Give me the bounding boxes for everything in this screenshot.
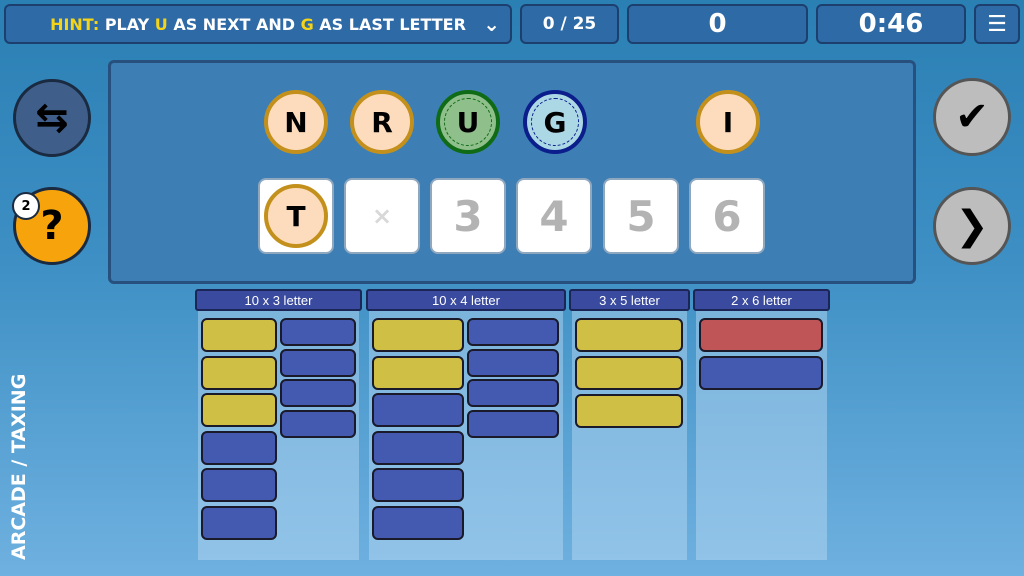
word-slot-empty [372, 430, 464, 465]
hint-letter: U [154, 14, 168, 34]
word-slot-empty [372, 505, 464, 540]
slot-label: × [371, 202, 393, 230]
timer: 0:46 [816, 4, 966, 44]
word-slot-empty [280, 348, 356, 377]
hint-label: HINT: [50, 14, 100, 34]
word-slot-found [201, 318, 277, 352]
word-slot-empty [372, 468, 464, 502]
checkmark-icon: ✔ [955, 94, 989, 140]
slot-label: 3 [453, 191, 483, 241]
menu-button[interactable]: ☰ [974, 4, 1020, 44]
letter-tile[interactable]: I [696, 90, 760, 154]
word-column [696, 311, 827, 560]
hamburger-icon: ☰ [987, 11, 1007, 37]
word-slot-empty [201, 505, 277, 540]
word-slot-found [575, 394, 683, 428]
word-group-header: 3 x 5 letter [569, 289, 690, 311]
word-slot-empty [467, 348, 559, 377]
placed-letter-tile[interactable]: T [264, 184, 328, 248]
hint-text: PLAY [104, 14, 150, 34]
swap-arrows-icon: ⇆ [35, 95, 69, 141]
answer-slot[interactable]: 5 [603, 178, 679, 254]
slot-label: 4 [539, 191, 569, 241]
word-slot-found [201, 393, 277, 427]
question-icon: ? [40, 203, 64, 249]
word-counter: 0 / 25 [520, 4, 619, 44]
word-slot-empty [699, 356, 823, 390]
word-slot-missed [699, 318, 823, 352]
word-slot-found [575, 356, 683, 390]
word-slot-empty [280, 379, 356, 407]
word-slot-empty [280, 409, 356, 438]
word-group-header: 2 x 6 letter [693, 289, 830, 311]
word-slot-empty [467, 409, 559, 438]
hint-letter: G [300, 14, 314, 34]
answer-slot[interactable]: × [344, 178, 420, 254]
letter-tile[interactable]: U [436, 90, 500, 154]
score: 0 [627, 4, 808, 44]
slot-label: 6 [712, 191, 742, 241]
letter-tile[interactable]: G [523, 90, 587, 154]
hint-button[interactable]: ? 2 [12, 187, 91, 265]
hint-count-badge: 2 [12, 192, 40, 220]
answer-slot[interactable]: 3 [430, 178, 506, 254]
answer-slot[interactable]: T [258, 178, 334, 254]
word-group-header: 10 x 4 letter [366, 289, 566, 311]
submit-button[interactable]: ✔ [933, 78, 1011, 156]
answer-slot[interactable]: 6 [689, 178, 765, 254]
word-slot-found [575, 318, 683, 352]
word-slot-empty [201, 468, 277, 502]
word-slot-empty [467, 318, 559, 346]
letter-panel [108, 60, 916, 284]
word-slot-empty [372, 393, 464, 427]
chevron-down-icon[interactable]: ⌄ [483, 12, 500, 36]
word-slot-found [201, 355, 277, 390]
next-button[interactable]: ❯ [933, 187, 1011, 265]
word-slot-empty [280, 318, 356, 346]
hint-text: AS NEXT AND [173, 14, 295, 34]
hint-bar[interactable]: HINT: PLAY U AS NEXT AND G AS LAST LETTE… [4, 4, 512, 44]
word-slot-empty [467, 379, 559, 407]
shuffle-button[interactable]: ⇆ [13, 79, 91, 157]
answer-slot[interactable]: 4 [516, 178, 592, 254]
chevron-right-icon: ❯ [955, 203, 989, 249]
word-slot-empty [201, 430, 277, 465]
game-mode-label: ARCADE / TAXING [8, 373, 30, 560]
letter-tile[interactable]: N [264, 90, 328, 154]
word-slot-found [372, 355, 464, 390]
letter-tile[interactable]: R [350, 90, 414, 154]
slot-label: 5 [626, 191, 656, 241]
word-slot-found [372, 318, 464, 352]
hint-text: AS LAST LETTER [319, 14, 466, 34]
word-group-header: 10 x 3 letter [195, 289, 362, 311]
word-column [572, 311, 687, 560]
